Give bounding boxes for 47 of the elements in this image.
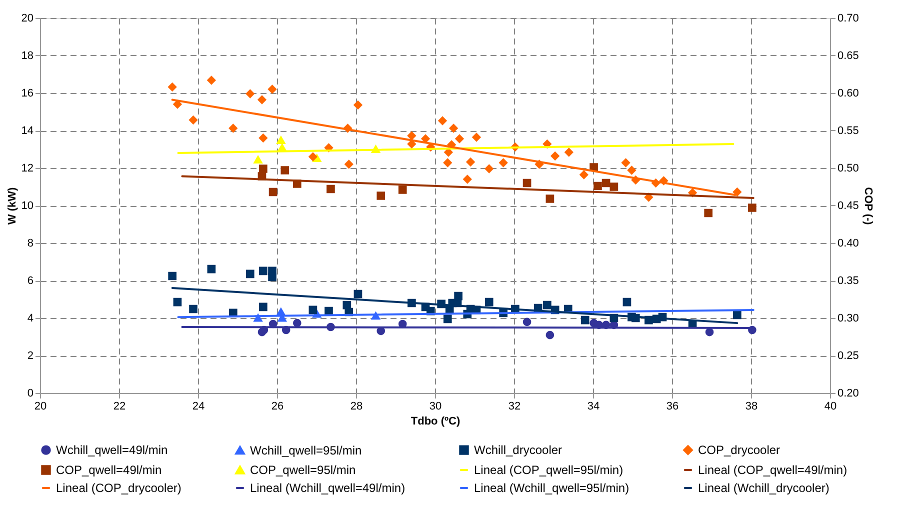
- y2-tick-label: 0.55: [838, 125, 859, 137]
- x-tick-label: 24: [192, 400, 205, 412]
- y-tick-label: 2: [27, 350, 34, 362]
- y2-tick-label: 0.40: [838, 238, 859, 250]
- y-tick-label: 12: [21, 162, 34, 174]
- y2-tick-label: 0.35: [838, 275, 859, 287]
- legend-label: Wchill_drycooler: [474, 443, 562, 458]
- legend-label: COP_drycooler: [698, 443, 780, 458]
- y2-tick-label: 0.20: [838, 388, 859, 400]
- y2-tick-label: 0.50: [838, 162, 859, 174]
- y2-tick-label: 0.60: [838, 88, 859, 100]
- x-tick-label: 30: [429, 400, 442, 412]
- y-axis-title: W (kW): [6, 187, 18, 225]
- x-tick-label: 40: [824, 400, 837, 412]
- legend-label: Lineal (COP_qwell=95l/min): [474, 463, 624, 477]
- x-tick-label: 28: [350, 400, 363, 412]
- x-tick-label: 36: [666, 400, 679, 412]
- y-tick-label: 18: [21, 50, 34, 62]
- legend-label: Lineal (Wchill_drycooler): [698, 481, 830, 495]
- y-tick-label: 14: [21, 125, 34, 137]
- x-axis-title: Tdbo (ºC): [410, 416, 460, 428]
- y-tick-label: 4: [27, 312, 34, 324]
- legend-label: Wchill_qwell=95l/min: [250, 443, 362, 458]
- x-tick-label: 38: [745, 400, 758, 412]
- x-tick-label: 32: [508, 400, 521, 412]
- y-tick-label: 16: [21, 88, 34, 100]
- y2-tick-label: 0.25: [838, 350, 859, 362]
- y2-tick-label: 0.70: [838, 12, 859, 24]
- y-tick-label: 0: [27, 388, 34, 400]
- x-tick-label: 26: [271, 400, 284, 412]
- y2-tick-label: 0.65: [838, 50, 859, 62]
- y-tick-label: 8: [27, 238, 34, 250]
- x-tick-label: 22: [113, 400, 126, 412]
- legend-label: COP_qwell=95l/min: [250, 463, 356, 477]
- legend-label: Lineal (COP_qwell=49l/min): [698, 463, 848, 477]
- y-tick-label: 6: [27, 275, 34, 287]
- legend-label: Wchill_qwell=49l/min: [56, 443, 168, 458]
- y-tick-label: 10: [21, 200, 34, 212]
- y-tick-label: 20: [21, 12, 34, 24]
- x-tick-label: 34: [587, 400, 600, 412]
- y2-tick-label: 0.30: [838, 312, 859, 324]
- legend-label: Lineal (Wchill_qwell=95l/min): [474, 481, 630, 495]
- y2-axis-title: COP (-): [862, 187, 874, 226]
- legend-label: Lineal (COP_drycooler): [56, 481, 182, 495]
- legend-label: COP_qwell=49l/min: [56, 463, 162, 477]
- legend-label: Lineal (Wchill_qwell=49l/min): [250, 481, 406, 495]
- y2-tick-label: 0.45: [838, 200, 859, 212]
